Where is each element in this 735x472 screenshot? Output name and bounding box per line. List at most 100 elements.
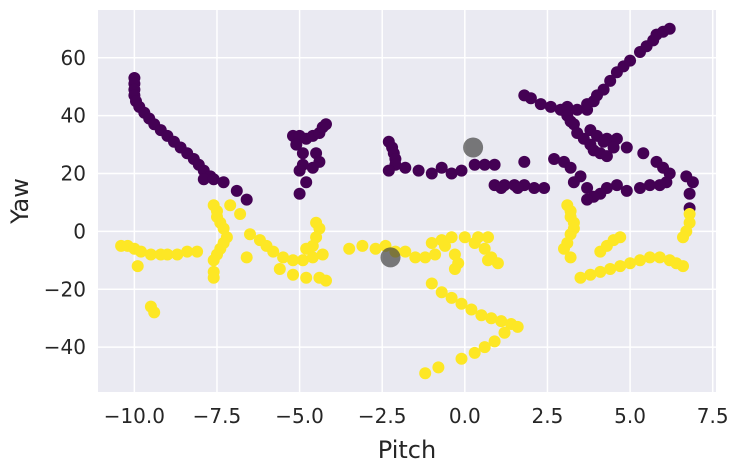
data-point <box>686 176 699 189</box>
data-point <box>581 182 594 194</box>
data-point <box>597 83 610 96</box>
data-point <box>448 263 461 275</box>
data-point <box>534 98 547 111</box>
data-point <box>382 164 395 177</box>
data-point <box>600 150 613 163</box>
data-point <box>293 164 306 177</box>
data-point <box>498 326 511 339</box>
data-point <box>558 242 570 255</box>
data-point <box>412 164 425 177</box>
data-point <box>468 346 481 359</box>
data-point <box>567 176 580 189</box>
data-point <box>518 155 531 168</box>
data-point <box>614 231 627 244</box>
data-point <box>528 182 541 194</box>
data-point <box>511 320 524 333</box>
data-point <box>419 251 432 264</box>
data-point <box>643 251 656 264</box>
marker-point <box>463 137 484 158</box>
data-point <box>488 158 501 171</box>
data-point <box>230 184 243 197</box>
data-point <box>399 161 412 174</box>
data-point <box>240 251 253 264</box>
data-point <box>207 254 220 267</box>
data-point <box>561 100 574 113</box>
data-point <box>491 257 504 270</box>
data-point <box>296 254 309 267</box>
data-point <box>306 251 319 264</box>
x-tick-label: −2.5 <box>358 404 407 428</box>
data-point <box>458 231 471 244</box>
data-point <box>300 176 313 189</box>
data-point <box>240 193 253 206</box>
data-point <box>300 271 313 284</box>
data-point <box>445 167 458 180</box>
x-tick-label: −5.0 <box>275 404 324 428</box>
data-point <box>432 361 445 374</box>
x-tick-label: 5.0 <box>614 404 646 428</box>
data-point <box>217 176 230 189</box>
data-point <box>683 216 696 229</box>
data-point <box>435 161 448 174</box>
data-point <box>465 303 478 316</box>
data-point <box>287 268 299 281</box>
data-point <box>564 251 577 264</box>
data-point <box>290 138 303 151</box>
data-point <box>191 245 204 258</box>
data-point <box>488 335 501 348</box>
data-point <box>435 286 448 299</box>
data-point <box>683 187 696 200</box>
data-point <box>584 268 597 281</box>
data-point <box>610 179 623 192</box>
data-point <box>445 291 458 304</box>
data-point <box>677 260 689 273</box>
data-point <box>468 237 481 249</box>
data-point <box>234 208 247 220</box>
data-point <box>620 184 633 197</box>
data-point <box>135 245 147 258</box>
data-point <box>144 248 157 261</box>
data-point <box>683 208 696 220</box>
data-point <box>468 158 481 171</box>
data-point <box>634 182 646 194</box>
data-point <box>495 182 508 194</box>
data-point <box>425 237 438 249</box>
data-point <box>316 248 329 261</box>
data-point <box>538 182 551 194</box>
data-point <box>197 173 210 186</box>
data-point <box>455 352 468 365</box>
data-point <box>224 199 237 212</box>
data-point <box>478 242 491 255</box>
data-point <box>207 271 220 284</box>
data-point <box>369 242 382 255</box>
data-point <box>544 100 557 113</box>
data-point <box>548 153 561 165</box>
data-points <box>115 22 699 380</box>
data-point <box>455 164 468 177</box>
data-point <box>445 231 458 244</box>
marker-point <box>380 247 401 268</box>
data-point <box>478 341 491 354</box>
data-point <box>604 74 617 87</box>
data-point <box>564 161 577 174</box>
data-point <box>273 263 286 275</box>
data-point <box>478 158 491 171</box>
y-tick-label: 0 <box>73 219 86 243</box>
data-point <box>677 231 689 244</box>
data-point <box>356 239 369 252</box>
data-point <box>624 257 637 270</box>
y-tick-label: −20 <box>44 277 86 301</box>
data-point <box>581 193 594 206</box>
data-point <box>171 248 184 261</box>
data-point <box>161 248 174 261</box>
data-point <box>207 173 220 186</box>
data-point <box>620 141 633 154</box>
data-point <box>320 118 332 131</box>
data-point <box>343 242 356 255</box>
data-point <box>131 260 144 273</box>
data-point <box>425 277 438 290</box>
data-point <box>181 245 194 258</box>
data-point <box>293 187 306 200</box>
x-tick-label: 7.5 <box>697 404 729 428</box>
